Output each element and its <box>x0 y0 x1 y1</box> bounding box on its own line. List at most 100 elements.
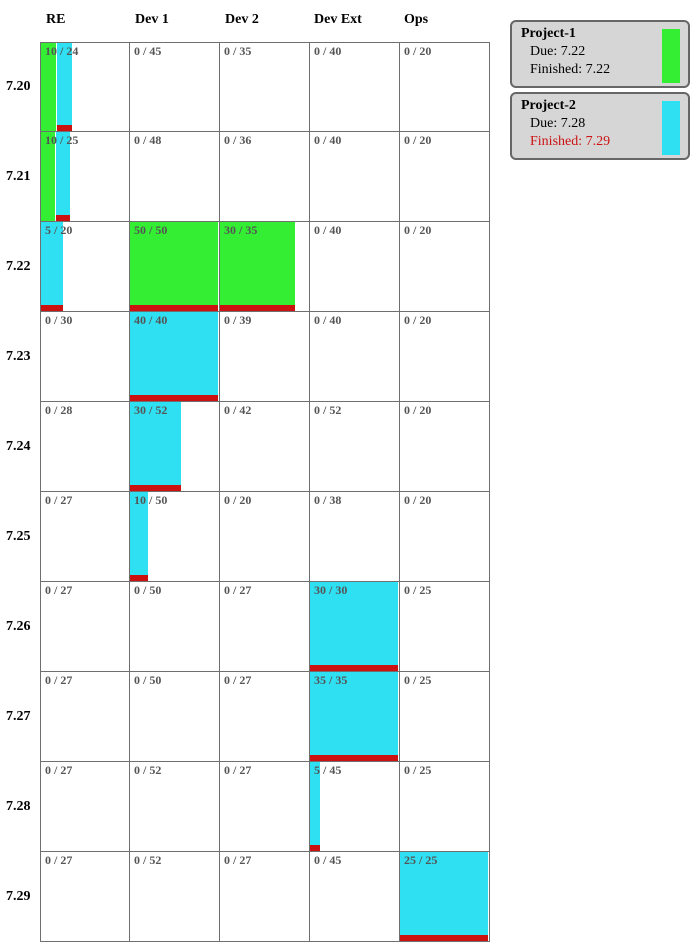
schedule-cell[interactable]: 0 / 27 <box>219 761 310 852</box>
schedule-cell[interactable]: 0 / 48 <box>129 131 220 222</box>
allocation-bar-project2 <box>41 222 63 311</box>
schedule-cell[interactable]: 0 / 38 <box>309 491 400 582</box>
schedule-cell[interactable]: 0 / 27 <box>219 581 310 672</box>
schedule-cell[interactable]: 0 / 20 <box>399 221 490 312</box>
schedule-cell[interactable]: 0 / 30 <box>40 311 130 402</box>
column-header: Dev 2 <box>225 12 259 27</box>
schedule-cell[interactable]: 0 / 42 <box>219 401 310 492</box>
schedule-cell[interactable]: 30 / 52 <box>129 401 220 492</box>
cell-capacity-text: 0 / 50 <box>134 673 162 687</box>
allocation-bar-project1 <box>220 222 295 311</box>
schedule-cell[interactable]: 10 / 50 <box>129 491 220 582</box>
allocation-bar-project2 <box>56 132 70 221</box>
legend-project-1[interactable]: Project-1 Due: 7.22 Finished: 7.22 <box>510 20 690 88</box>
schedule-cell[interactable]: 50 / 50 <box>129 221 220 312</box>
allocation-bar-project2 <box>310 762 320 851</box>
schedule-cell[interactable]: 0 / 25 <box>399 671 490 762</box>
schedule-cell[interactable]: 0 / 40 <box>309 131 400 222</box>
allocation-bar-project1 <box>130 222 218 311</box>
schedule-cell[interactable]: 0 / 20 <box>219 491 310 582</box>
schedule-cell[interactable]: 5 / 20 <box>40 221 130 312</box>
schedule-cell[interactable]: 0 / 27 <box>219 671 310 762</box>
schedule-cell[interactable]: 0 / 20 <box>399 42 490 132</box>
column-header: RE <box>46 12 66 27</box>
schedule-cell[interactable]: 0 / 27 <box>40 491 130 582</box>
legend-color-swatch <box>662 101 680 155</box>
cell-capacity-text: 0 / 27 <box>45 583 73 597</box>
schedule-cell[interactable]: 0 / 20 <box>399 311 490 402</box>
allocation-bar-project2 <box>57 43 72 131</box>
schedule-grid: 10 / 24 0 / 45 0 / 35 0 / 40 0 / 20 10 / 25 0 … <box>40 42 490 942</box>
cell-capacity-text: 0 / 52 <box>134 853 162 867</box>
schedule-cell[interactable]: 0 / 25 <box>399 761 490 852</box>
cell-capacity-text: 10 / 50 <box>134 493 168 507</box>
schedule-cell[interactable]: 0 / 45 <box>129 42 220 132</box>
schedule-cell[interactable]: 5 / 45 <box>309 761 400 852</box>
cell-capacity-text: 0 / 20 <box>404 313 432 327</box>
schedule-cell[interactable]: 0 / 40 <box>309 42 400 132</box>
cell-capacity-text: 25 / 25 <box>404 853 438 867</box>
schedule-cell[interactable]: 0 / 27 <box>40 851 130 942</box>
cell-capacity-text: 0 / 20 <box>404 223 432 237</box>
cell-capacity-text: 10 / 25 <box>45 133 79 147</box>
schedule-cell[interactable]: 0 / 52 <box>309 401 400 492</box>
cell-capacity-text: 30 / 30 <box>314 583 348 597</box>
cell-capacity-text: 0 / 20 <box>404 44 432 58</box>
legend-finished-date: Finished: 7.29 <box>530 134 611 149</box>
schedule-cell[interactable]: 0 / 28 <box>40 401 130 492</box>
cell-capacity-text: 0 / 30 <box>45 313 73 327</box>
allocation-bar-project1 <box>41 43 56 131</box>
cell-capacity-text: 0 / 52 <box>134 763 162 777</box>
cell-capacity-text: 40 / 40 <box>134 313 168 327</box>
schedule-cell[interactable]: 0 / 50 <box>129 671 220 762</box>
schedule-cell[interactable]: 0 / 20 <box>399 131 490 222</box>
schedule-cell[interactable]: 30 / 30 <box>309 581 400 672</box>
schedule-cell[interactable]: 0 / 45 <box>309 851 400 942</box>
legend-project-name: Project-1 <box>521 26 576 41</box>
allocation-bar-project2 <box>130 402 181 491</box>
cell-capacity-text: 35 / 35 <box>314 673 348 687</box>
schedule-cell[interactable]: 0 / 36 <box>219 131 310 222</box>
cell-capacity-text: 5 / 45 <box>314 763 342 777</box>
schedule-cell[interactable]: 25 / 25 <box>399 851 490 942</box>
schedule-cell[interactable]: 10 / 24 <box>40 42 130 132</box>
schedule-cell[interactable]: 0 / 52 <box>129 851 220 942</box>
cell-capacity-text: 0 / 45 <box>134 44 162 58</box>
cell-capacity-text: 5 / 20 <box>45 223 73 237</box>
legend-project-name: Project-2 <box>521 98 576 113</box>
legend-finished-date: Finished: 7.22 <box>530 62 611 77</box>
schedule-cell[interactable]: 40 / 40 <box>129 311 220 402</box>
schedule-cell[interactable]: 0 / 27 <box>219 851 310 942</box>
cell-capacity-text: 0 / 20 <box>404 133 432 147</box>
schedule-cell[interactable]: 0 / 40 <box>309 311 400 402</box>
schedule-cell[interactable]: 0 / 25 <box>399 581 490 672</box>
cell-capacity-text: 30 / 35 <box>224 223 258 237</box>
schedule-cell[interactable]: 0 / 27 <box>40 581 130 672</box>
schedule-cell[interactable]: 30 / 35 <box>219 221 310 312</box>
schedule-cell[interactable]: 10 / 25 <box>40 131 130 222</box>
cell-capacity-text: 0 / 52 <box>314 403 342 417</box>
schedule-cell[interactable]: 0 / 20 <box>399 401 490 492</box>
cell-capacity-text: 0 / 40 <box>314 223 342 237</box>
schedule-cell[interactable]: 0 / 27 <box>40 761 130 852</box>
legend-project-2[interactable]: Project-2 Due: 7.28 Finished: 7.29 <box>510 92 690 160</box>
allocation-bar-project2 <box>400 852 488 941</box>
row-label-date: 7.29 <box>6 889 31 904</box>
progress-line <box>310 665 398 671</box>
row-label-date: 7.25 <box>6 529 31 544</box>
row-label-date: 7.24 <box>6 439 31 454</box>
allocation-bar-project2 <box>130 492 148 581</box>
cell-capacity-text: 0 / 25 <box>404 583 432 597</box>
schedule-cell[interactable]: 0 / 35 <box>219 42 310 132</box>
schedule-cell[interactable]: 0 / 50 <box>129 581 220 672</box>
schedule-cell[interactable]: 0 / 20 <box>399 491 490 582</box>
cell-capacity-text: 10 / 24 <box>45 44 79 58</box>
schedule-cell[interactable]: 0 / 40 <box>309 221 400 312</box>
progress-line <box>57 125 72 131</box>
schedule-cell[interactable]: 0 / 52 <box>129 761 220 852</box>
cell-capacity-text: 0 / 39 <box>224 313 252 327</box>
schedule-cell[interactable]: 0 / 27 <box>40 671 130 762</box>
column-header: Dev 1 <box>135 12 169 27</box>
schedule-cell[interactable]: 35 / 35 <box>309 671 400 762</box>
schedule-cell[interactable]: 0 / 39 <box>219 311 310 402</box>
